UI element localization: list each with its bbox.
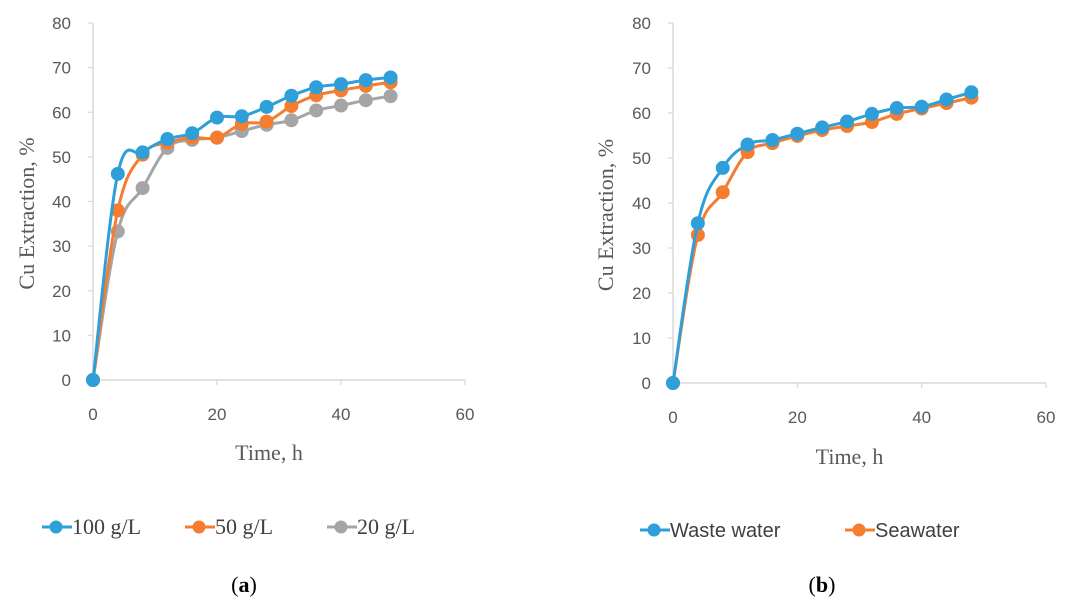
legend-item: 20 g/L [327, 514, 415, 539]
x-tick-label: 60 [456, 405, 475, 424]
data-point [715, 160, 730, 175]
series-line [91, 94, 391, 381]
y-tick-label: 10 [52, 326, 71, 345]
data-point [259, 99, 274, 114]
data-point [715, 185, 730, 200]
data-point [383, 70, 398, 85]
y-tick-label: 60 [52, 103, 71, 122]
legend-item: Waste water [640, 520, 781, 542]
legend-marker [334, 520, 348, 534]
data-point [383, 89, 398, 104]
y-tick-label: 40 [632, 194, 651, 213]
chart-panel-b: 0 10 20 30 40 50 60 70 80 0 20 40 60 Time, h Cu Extrac… [593, 14, 1055, 597]
x-axis-title: Time, h [235, 440, 303, 465]
data-point [690, 216, 705, 231]
legend-label: 20 g/L [357, 514, 415, 539]
y-tick-label: 50 [52, 148, 71, 167]
legend-label: 50 g/L [215, 514, 273, 539]
data-point [889, 101, 904, 116]
data-point [666, 376, 680, 390]
y-tick-label: 80 [52, 14, 71, 33]
data-point [284, 113, 299, 128]
data-point [334, 98, 348, 113]
legend-label: Waste water [670, 520, 781, 542]
x-axis-title: Time, h [816, 444, 884, 469]
data-point [358, 73, 373, 88]
data-point [160, 132, 175, 147]
data-point [185, 126, 200, 141]
y-tick-label: 80 [632, 14, 651, 33]
data-point [135, 181, 150, 196]
y-tick-label: 60 [632, 104, 651, 123]
legend-label: 100 g/L [72, 514, 141, 539]
y-tick-label: 0 [62, 371, 71, 390]
legend-marker [647, 523, 661, 537]
data-point [358, 93, 373, 108]
data-point [309, 103, 324, 118]
y-axis-title: Cu Extraction, % [14, 137, 39, 289]
data-point [964, 85, 979, 100]
y-tick-label: 30 [632, 239, 651, 258]
data-point [210, 110, 224, 125]
legend-marker [192, 520, 206, 534]
y-tick-label: 40 [52, 193, 71, 212]
panel-label: (a) [231, 572, 257, 597]
data-point [939, 92, 954, 107]
data-point [259, 114, 274, 129]
y-tick-label: 50 [632, 149, 651, 168]
data-point [110, 166, 125, 181]
legend-item: Seawater [845, 520, 960, 542]
data-point [86, 373, 100, 387]
y-tick-label: 10 [632, 329, 651, 348]
legend-item: 50 g/L [185, 514, 273, 539]
y-tick-label: 70 [52, 59, 71, 78]
y-tick-label: 0 [642, 374, 651, 393]
data-point [914, 99, 929, 114]
data-point [210, 130, 224, 145]
data-point [135, 145, 150, 160]
legend-marker [852, 523, 866, 537]
data-point [790, 126, 805, 141]
x-tick-label: 0 [88, 405, 97, 424]
y-tick-label: 70 [632, 59, 651, 78]
x-tick-label: 20 [208, 405, 227, 424]
y-tick-label: 20 [632, 284, 651, 303]
data-point [309, 80, 324, 95]
legend-item: 100 g/L [42, 514, 141, 539]
legend-label: Seawater [875, 520, 960, 542]
x-tick-label: 40 [912, 408, 931, 427]
legend-marker [49, 520, 63, 534]
data-point [840, 114, 855, 129]
data-point [284, 88, 299, 103]
data-point [815, 120, 830, 135]
data-point [740, 137, 755, 152]
series-line [671, 96, 972, 384]
data-point [234, 109, 249, 124]
y-tick-label: 20 [52, 282, 71, 301]
x-tick-label: 20 [788, 408, 807, 427]
y-axis-title: Cu Extraction, % [593, 139, 618, 291]
x-tick-label: 40 [332, 405, 351, 424]
x-tick-label: 0 [668, 408, 677, 427]
data-point [334, 77, 348, 92]
y-tick-label: 30 [52, 237, 71, 256]
chart-panel-a: 0 10 20 30 40 50 60 70 80 0 20 40 60 Time, h Cu Extrac… [14, 14, 474, 597]
panel-label: (b) [809, 572, 836, 597]
x-tick-label: 60 [1037, 408, 1056, 427]
data-point [864, 106, 879, 121]
data-point [765, 133, 780, 147]
